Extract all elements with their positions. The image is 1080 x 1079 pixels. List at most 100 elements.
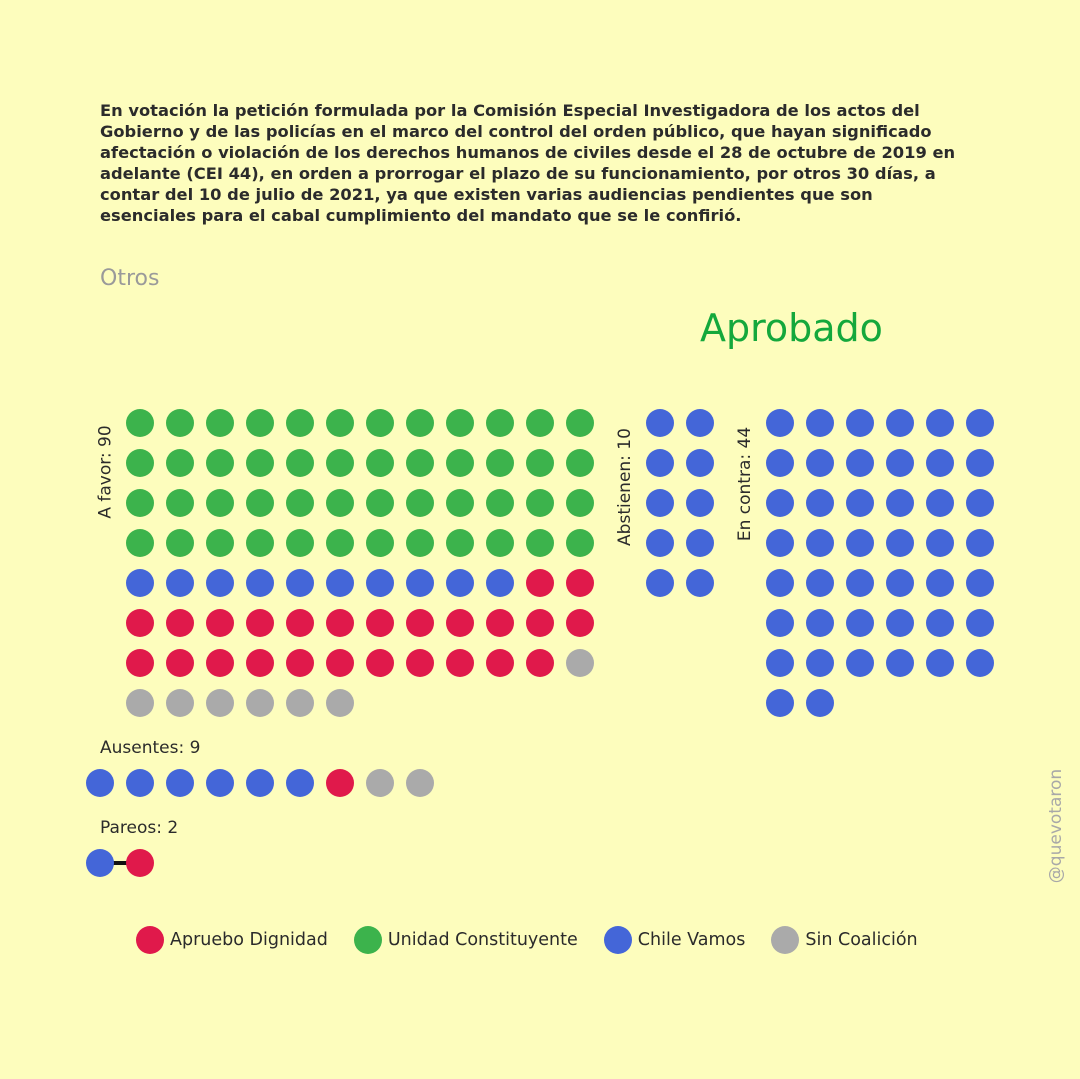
seat-favor-chile [166,569,194,597]
seat-favor-unidad [166,529,194,557]
seat-favor-unidad [206,449,234,477]
seat-contra-chile [846,409,874,437]
seat-favor-apruebo [286,649,314,677]
seat-favor-unidad [526,409,554,437]
vote-title: En votación la petición formulada por la… [100,101,956,225]
seat-favor-apruebo [326,609,354,637]
seat-favor-sin [206,689,234,717]
seat-contra-chile [926,649,954,677]
seat-abstienen-chile [646,449,674,477]
seat-contra-chile [926,449,954,477]
seat-favor-apruebo [366,649,394,677]
seat-abstienen-chile [646,529,674,557]
seat-contra-chile [806,609,834,637]
seat-favor-unidad [166,409,194,437]
seat-favor-unidad [446,489,474,517]
legend: Apruebo Dignidad Unidad Constituyente Ch… [136,926,944,954]
legend-swatch-chile [603,926,632,954]
seat-favor-unidad [566,449,594,477]
result-label: Aprobado [700,306,883,350]
seat-favor-unidad [126,449,154,477]
seat-contra-chile [846,449,874,477]
seat-favor-sin [166,689,194,717]
seat-favor-chile [446,569,474,597]
seat-favor-apruebo [406,649,434,677]
seat-favor-apruebo [446,649,474,677]
seat-contra-chile [766,649,794,677]
group-label-contra: En contra: 44 [735,426,756,542]
seat-favor-apruebo [526,569,554,597]
seat-favor-unidad [326,529,354,557]
seat-favor-unidad [406,409,434,437]
seat-contra-chile [966,649,994,677]
seat-favor-unidad [446,409,474,437]
seat-favor-unidad [246,449,274,477]
seat-favor-chile [286,569,314,597]
seat-contra-chile [966,409,994,437]
seat-favor-unidad [406,529,434,557]
legend-swatch-sin [771,926,800,954]
seat-favor-unidad [246,529,274,557]
seat-favor-unidad [246,409,274,437]
seat-favor-unidad [406,489,434,517]
seat-favor-apruebo [206,609,234,637]
seat-contra-chile [966,569,994,597]
seat-favor-unidad [566,409,594,437]
seat-contra-chile [806,529,834,557]
seat-favor-apruebo [206,649,234,677]
seat-favor-unidad [526,449,554,477]
seat-contra-chile [926,529,954,557]
seat-favor-unidad [566,529,594,557]
seat-favor-unidad [126,409,154,437]
seat-favor-unidad [206,489,234,517]
seat-abstienen-chile [686,409,714,437]
seat-favor-unidad [246,489,274,517]
seat-favor-chile [406,569,434,597]
seat-favor-unidad [286,449,314,477]
seat-contra-chile [766,609,794,637]
seat-abstienen-chile [646,409,674,437]
seat-pareos-apruebo [126,849,154,877]
legend-swatch-apruebo [136,926,164,954]
seat-favor-apruebo [486,649,514,677]
group-label-ausentes: Ausentes: 9 [100,738,201,758]
seat-favor-unidad [366,529,394,557]
seat-contra-chile [806,449,834,477]
seat-contra-chile [846,489,874,517]
seat-favor-apruebo [246,609,274,637]
seat-contra-chile [886,569,914,597]
group-label-pareos: Pareos: 2 [100,818,179,838]
group-label-favor: A favor: 90 [95,425,116,519]
seat-favor-chile [326,569,354,597]
seat-contra-chile [886,649,914,677]
seat-ausentes-chile [286,769,314,797]
author-handle: @quevotaron [1046,768,1066,884]
seat-contra-chile [766,409,794,437]
seat-contra-chile [766,489,794,517]
seat-contra-chile [766,569,794,597]
seat-favor-unidad [526,489,554,517]
seat-contra-chile [966,529,994,557]
seat-favor-unidad [446,449,474,477]
seat-abstienen-chile [646,569,674,597]
seat-favor-sin [286,689,314,717]
seat-contra-chile [766,529,794,557]
legend-item-apruebo: Apruebo Dignidad [136,926,328,954]
seat-favor-unidad [126,529,154,557]
seat-favor-apruebo [326,649,354,677]
seat-contra-chile [966,449,994,477]
seat-contra-chile [886,409,914,437]
seat-ausentes-chile [246,769,274,797]
seat-favor-sin [566,649,594,677]
seat-contra-chile [846,529,874,557]
seat-ausentes-sin [406,769,434,797]
seat-ausentes-chile [206,769,234,797]
seat-favor-apruebo [366,609,394,637]
seat-favor-unidad [486,489,514,517]
seat-favor-apruebo [526,649,554,677]
seat-contra-chile [926,409,954,437]
legend-label-unidad: Unidad Constituyente [387,930,578,950]
seat-abstienen-chile [686,529,714,557]
seat-contra-chile [806,409,834,437]
